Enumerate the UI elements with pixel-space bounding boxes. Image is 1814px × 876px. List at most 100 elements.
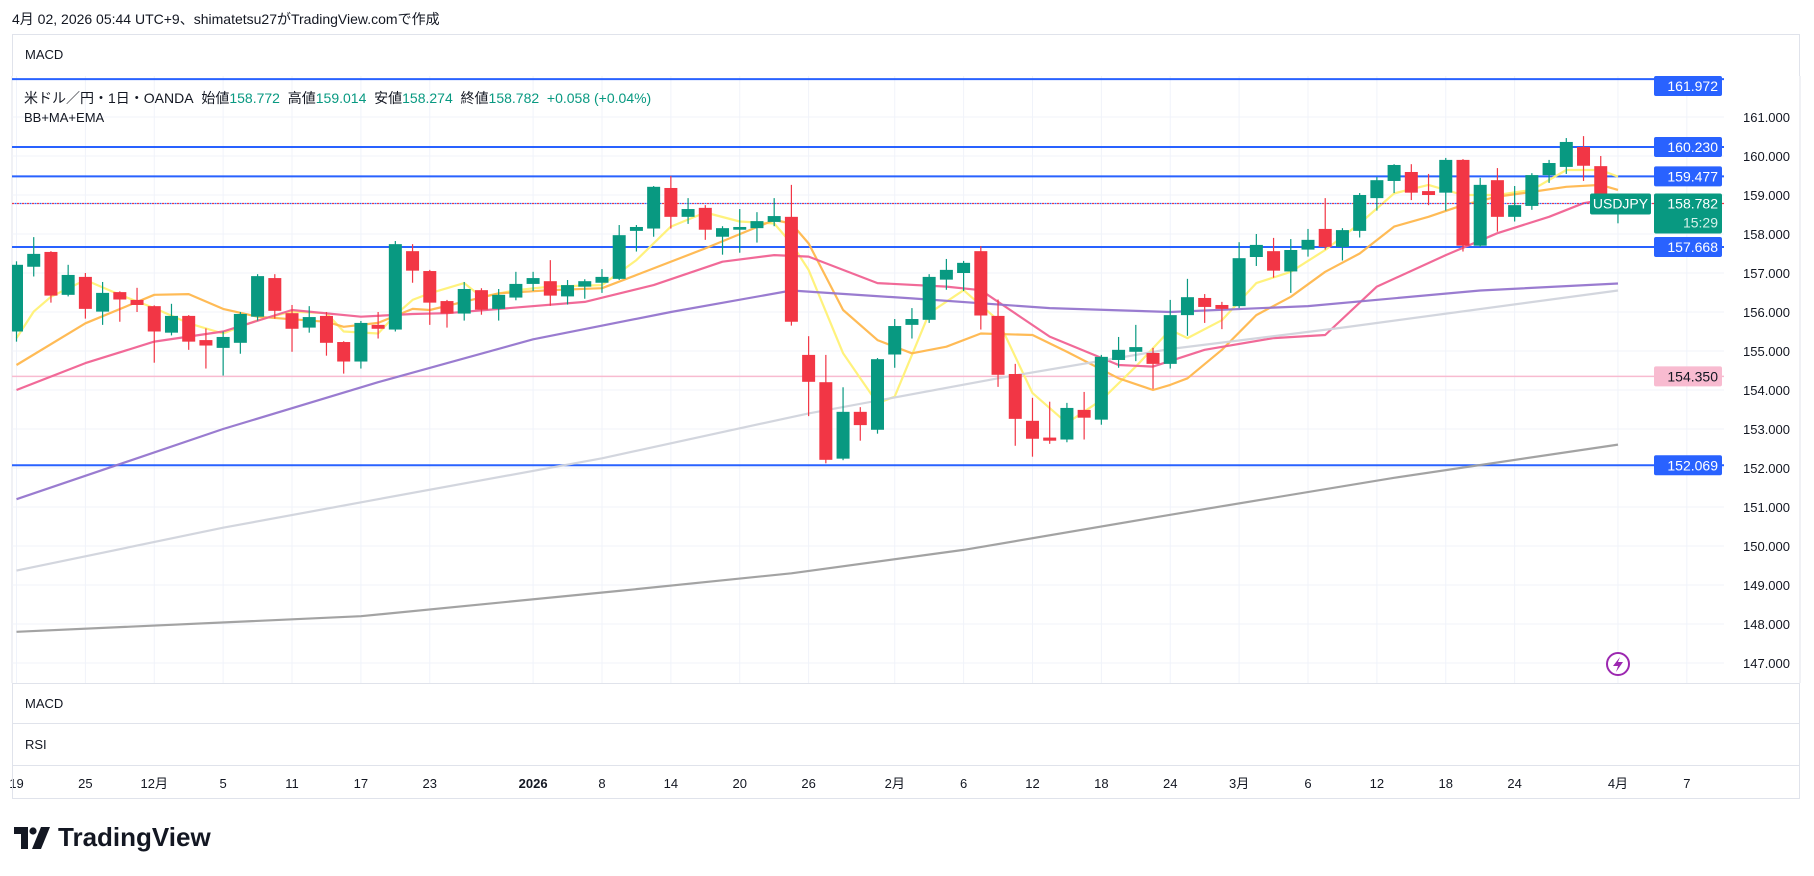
- symbol-tag-text: USDJPY: [1593, 196, 1649, 212]
- candle-body: [681, 209, 695, 217]
- candle: [1508, 186, 1522, 222]
- candle: [905, 308, 919, 339]
- symbol-legend: 米ドル／円・1日・OANDA 始値158.772 高値159.014 安値158…: [24, 88, 651, 108]
- candle-body: [1267, 251, 1281, 271]
- close-label: 終値: [460, 90, 489, 106]
- ma-purple-line: [16, 282, 1619, 501]
- candle-body: [784, 216, 798, 322]
- candle: [664, 175, 678, 229]
- macd-pane-bottom: MACD: [12, 683, 1800, 723]
- candle: [1353, 193, 1367, 238]
- candle: [1577, 136, 1591, 181]
- candle: [1456, 159, 1470, 252]
- rsi-pane-label: RSI: [25, 737, 47, 752]
- candle: [784, 184, 798, 326]
- price-level-label-text: 160.230: [1667, 139, 1718, 155]
- price-level-label-bg: [1654, 236, 1722, 257]
- price-tick-label: 153.000: [1743, 422, 1790, 437]
- candle: [354, 320, 368, 369]
- candle-body: [268, 278, 282, 311]
- price-level-label: 154.350: [1654, 366, 1722, 387]
- candle: [888, 319, 902, 368]
- candle: [698, 205, 712, 240]
- candle: [526, 271, 540, 291]
- time-tick-label: 11: [285, 776, 299, 791]
- candle-body: [27, 253, 41, 267]
- time-tick-label: 18: [1439, 776, 1453, 791]
- macd-pane-label: MACD: [25, 696, 64, 711]
- candle-body: [440, 301, 454, 314]
- candle: [1284, 239, 1298, 293]
- low-label: 安値: [374, 90, 403, 106]
- candle-body: [1284, 249, 1298, 272]
- time-axis[interactable]: [12, 765, 1800, 799]
- candle: [1215, 301, 1229, 330]
- candle-body: [664, 187, 678, 217]
- price-level-label-bg: [1654, 137, 1722, 158]
- candle-body: [199, 340, 213, 346]
- candle-body: [526, 278, 540, 284]
- candle-body: [991, 315, 1005, 375]
- price-tick-label: 159.000: [1743, 188, 1790, 203]
- candle: [268, 274, 282, 319]
- candle-body: [474, 290, 488, 310]
- time-tick-label: 5: [220, 776, 227, 791]
- price-level-label-text: 157.668: [1667, 239, 1718, 255]
- candle-body: [767, 216, 781, 222]
- candle: [939, 258, 953, 290]
- candle: [922, 274, 936, 323]
- candle: [423, 269, 437, 325]
- candle: [78, 273, 92, 319]
- price-tick-label: 155.000: [1743, 344, 1790, 359]
- candle: [767, 198, 781, 227]
- candle-body: [836, 411, 850, 459]
- current-price-tag: USDJPY 158.782 15:29: [1590, 193, 1722, 234]
- candle: [509, 271, 523, 301]
- candle: [871, 358, 884, 434]
- candle: [388, 241, 402, 332]
- tradingview-logo[interactable]: TradingView: [14, 822, 211, 853]
- time-tick-label: 24: [1163, 776, 1177, 791]
- candle-body: [905, 319, 919, 325]
- open-value: 158.772: [229, 90, 280, 106]
- candle-body: [578, 281, 592, 287]
- candle: [337, 341, 351, 374]
- candle: [1387, 164, 1401, 194]
- candle-body: [182, 315, 196, 342]
- lightning-icon[interactable]: [1606, 652, 1630, 676]
- candle: [1008, 363, 1022, 446]
- candle-body: [819, 382, 833, 460]
- candle: [629, 225, 643, 252]
- price-tick-label: 152.000: [1743, 461, 1790, 476]
- candle: [819, 354, 833, 464]
- candle: [371, 312, 385, 339]
- candle-body: [78, 276, 92, 309]
- price-tick-label: 161.000: [1743, 110, 1790, 125]
- price-level-label-bg: [1654, 76, 1722, 96]
- candle: [1422, 173, 1436, 206]
- candle: [1180, 278, 1194, 336]
- indicator-legend[interactable]: BB+MA+EMA: [24, 110, 105, 125]
- symbol-name[interactable]: 米ドル／円・1日・OANDA: [24, 90, 194, 106]
- candle: [1112, 336, 1126, 368]
- candle: [440, 299, 454, 328]
- brand-name: TradingView: [58, 822, 211, 852]
- time-tick-label: 26: [801, 776, 815, 791]
- tradingview-logo-icon: [14, 826, 50, 849]
- candle-body: [612, 235, 626, 279]
- candle-body: [1335, 230, 1349, 247]
- candle: [457, 281, 471, 321]
- price-tick-label: 160.000: [1743, 149, 1790, 164]
- time-tick-label: 7: [1683, 776, 1690, 791]
- price-tick-label: 147.000: [1743, 656, 1790, 671]
- candle: [1335, 228, 1349, 261]
- macd-pane-label: MACD: [25, 47, 64, 62]
- high-label: 高値: [287, 90, 316, 106]
- candle-body: [939, 269, 953, 280]
- candle: [681, 198, 695, 224]
- candle-body: [957, 262, 971, 273]
- candle: [474, 288, 488, 315]
- candle: [216, 331, 230, 376]
- time-tick-label: 8: [598, 776, 605, 791]
